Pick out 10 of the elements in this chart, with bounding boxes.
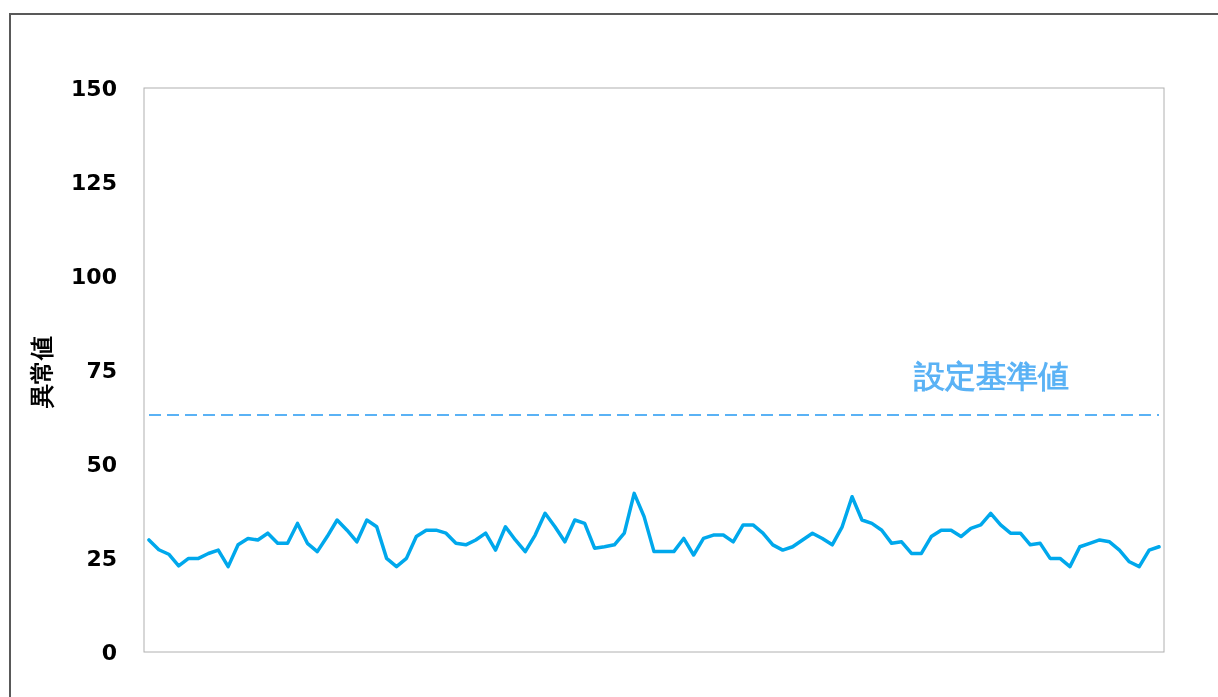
line-series bbox=[147, 491, 1161, 569]
y-axis-title: 異常値 bbox=[28, 336, 56, 409]
y-tick-label: 50 bbox=[86, 452, 117, 477]
y-tick-label: 0 bbox=[101, 640, 117, 665]
y-tick-label: 125 bbox=[71, 170, 117, 195]
y-tick-label: 75 bbox=[86, 358, 117, 383]
ref-line-label: 設定基準値 bbox=[913, 358, 1069, 395]
y-tick-label: 25 bbox=[86, 546, 117, 571]
y-tick-label: 150 bbox=[71, 76, 117, 101]
y-tick-label: 100 bbox=[71, 264, 117, 289]
